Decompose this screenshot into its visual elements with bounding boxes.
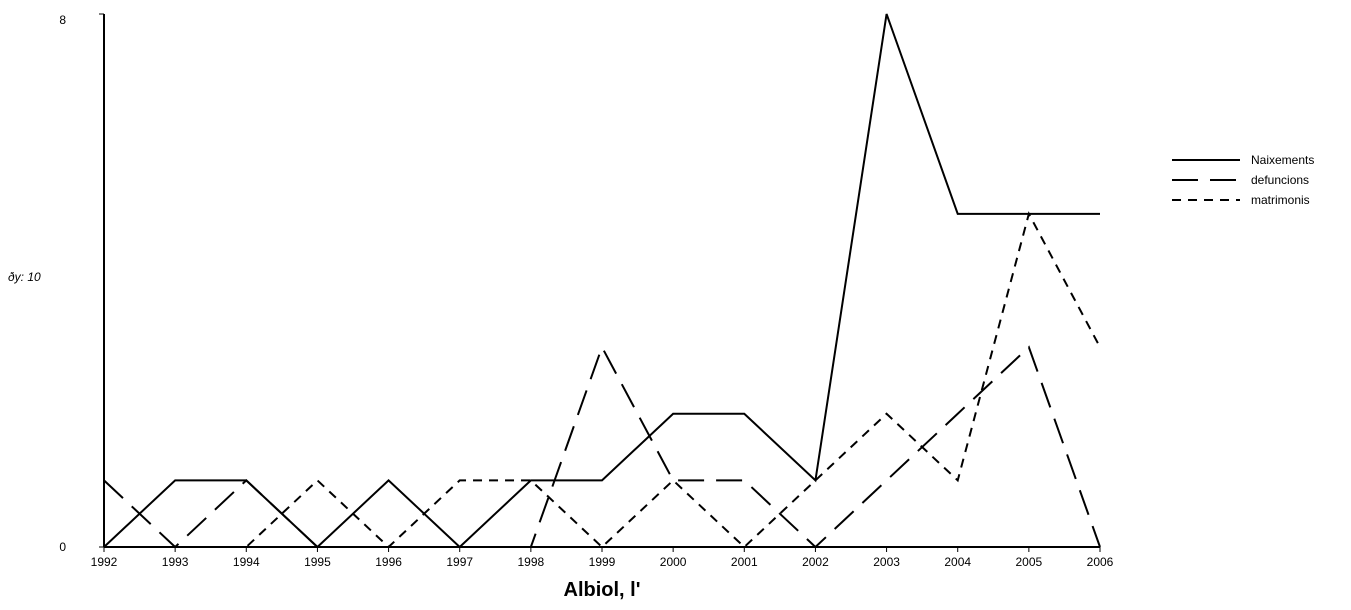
series-line-naixements [103,13,1100,549]
x-tick-label: 1994 [233,555,260,569]
x-tick-label: 1999 [589,555,616,569]
legend: Naixements defuncions matrimonis [1172,153,1314,207]
series-line-matrimonis [104,211,1101,549]
legend-label: matrimonis [1251,193,1310,207]
x-tick-label: 2001 [731,555,758,569]
x-tick-label: 2006 [1087,555,1114,569]
x-tick-label: 2003 [873,555,900,569]
x-tick-label: 2000 [660,555,687,569]
x-ticks: 1992 1993 1994 1995 1996 1997 1998 1999 2000 2001… [91,547,1114,569]
x-tick-label: 1995 [304,555,331,569]
legend-label: defuncions [1251,173,1309,187]
legend-label: Naixements [1251,153,1314,167]
x-tick-label: 1997 [446,555,473,569]
y-tick-label: 8 [59,13,66,27]
x-tick-label: 2004 [944,555,971,569]
x-axis-title: Albiol, l' [564,579,641,601]
x-tick-label: 1993 [162,555,189,569]
x-tick-label: 1996 [375,555,402,569]
y-side-note: ðy: 10 [8,270,41,284]
y-ticks: 08 [59,13,104,554]
x-tick-label: 2002 [802,555,829,569]
x-tick-label: 1998 [518,555,545,569]
series-line-defuncions [103,344,1101,549]
chart-axes [103,14,1100,548]
x-tick-label: 1992 [91,555,118,569]
series-layer [103,13,1101,549]
x-tick-label: 2005 [1016,555,1043,569]
y-tick-label: 0 [59,540,66,554]
